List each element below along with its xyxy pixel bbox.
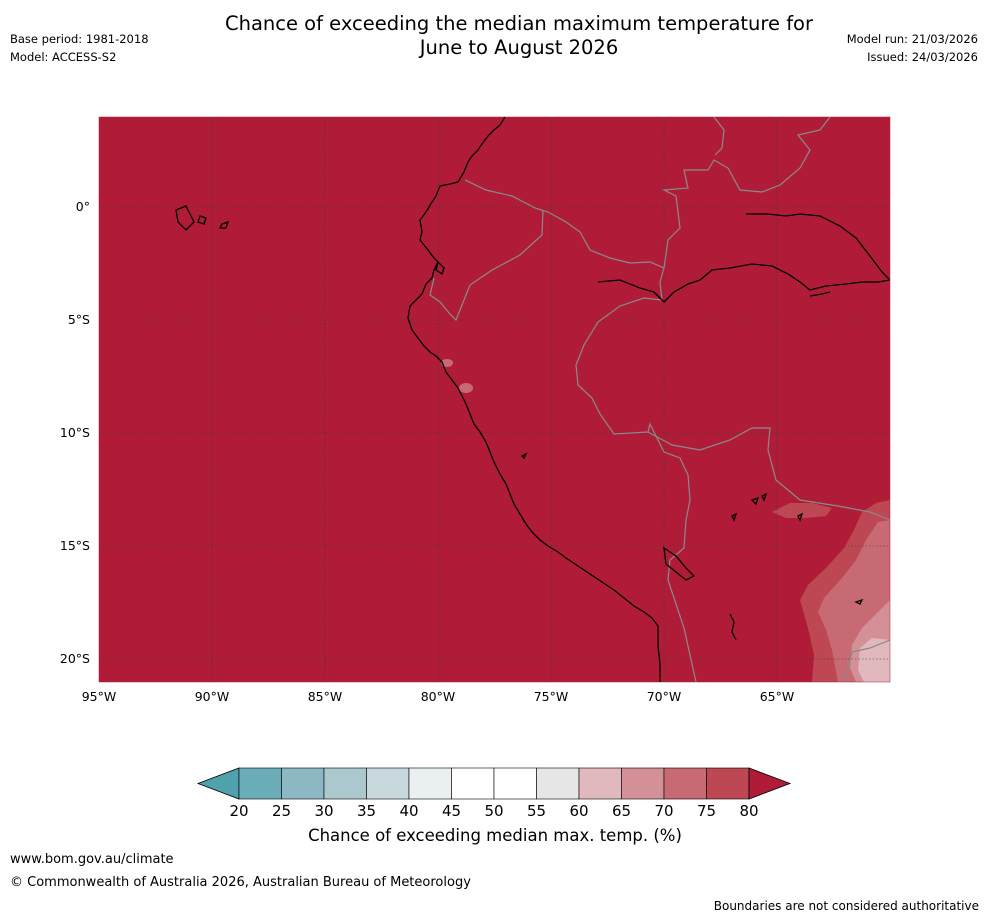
lat-label-0: 0° xyxy=(76,199,90,214)
model-name: Model: ACCESS-S2 xyxy=(10,50,117,64)
colorbar-tick-label: 55 xyxy=(527,802,546,820)
lon-label-70w: 70°W xyxy=(647,689,682,704)
colorbar-over-arrow xyxy=(748,767,792,800)
footer-url[interactable]: www.bom.gov.au/climate xyxy=(10,852,174,867)
colorbar-title: Chance of exceeding median max. temp. (%… xyxy=(308,826,682,845)
map-background xyxy=(99,117,890,682)
chart-title: Chance of exceeding the median maximum t… xyxy=(144,12,894,60)
colorbar-tick-label: 80 xyxy=(739,802,758,820)
colorbar-tick-label: 35 xyxy=(357,802,376,820)
colorbar-tick-label: 20 xyxy=(229,802,248,820)
colorbar-swatch xyxy=(408,767,452,800)
colorbar-tick-label: 25 xyxy=(272,802,291,820)
colorbar-tick-label: 65 xyxy=(612,802,631,820)
graticule xyxy=(99,117,890,682)
lon-label-80w: 80°W xyxy=(421,689,456,704)
lon-label-75w: 75°W xyxy=(534,689,569,704)
colorbar-swatch xyxy=(536,767,580,800)
footer-note: Boundaries are not considered authoritat… xyxy=(713,899,979,913)
lat-label-20s: 20°S xyxy=(60,651,90,666)
map-contents xyxy=(99,117,890,682)
colorbar-swatch xyxy=(663,767,707,800)
colorbar-tick-label: 40 xyxy=(399,802,418,820)
colorbar-tick-label: 30 xyxy=(314,802,333,820)
colorbar-tick-label: 50 xyxy=(484,802,503,820)
chart-title-line2: June to August 2026 xyxy=(419,36,619,59)
colorbar-swatch xyxy=(451,767,495,800)
contour-patch-peru1 xyxy=(441,359,453,367)
meta-right: Model run: 21/03/2026 Issued: 24/03/2026 xyxy=(847,30,978,66)
colorbar: 20 25 30 35 40 45 50 55 60 65 70 75 80 xyxy=(196,767,792,820)
meta-left: Base period: 1981-2018 Model: ACCESS-S2 xyxy=(10,30,149,66)
colorbar-swatch xyxy=(238,767,282,800)
colorbar-tick-label: 75 xyxy=(697,802,716,820)
lat-label-10s: 10°S xyxy=(60,425,90,440)
base-period: Base period: 1981-2018 xyxy=(10,32,149,46)
map-frame xyxy=(98,116,891,683)
issued-date: Issued: 24/03/2026 xyxy=(867,50,978,64)
colorbar-swatch xyxy=(366,767,410,800)
lon-label-90w: 90°W xyxy=(195,689,230,704)
coastline xyxy=(175,117,890,682)
colorbar-tick-label: 60 xyxy=(569,802,588,820)
lon-label-85w: 85°W xyxy=(308,689,343,704)
contour-patch-peru2 xyxy=(459,383,473,393)
footer-copyright: © Commonwealth of Australia 2026, Austra… xyxy=(10,875,471,890)
model-run: Model run: 21/03/2026 xyxy=(846,32,978,46)
colorbar-swatch xyxy=(578,767,622,800)
colorbar-swatch xyxy=(281,767,325,800)
colorbar-swatch xyxy=(323,767,367,800)
lat-label-15s: 15°S xyxy=(60,538,90,553)
colorbar-tick-label: 45 xyxy=(442,802,461,820)
colorbar-under-arrow xyxy=(196,767,240,800)
chart-title-line1: Chance of exceeding the median maximum t… xyxy=(224,12,814,35)
colorbar-swatch xyxy=(493,767,537,800)
lon-label-65w: 65°W xyxy=(760,689,795,704)
contour-75-bolivia xyxy=(772,503,832,518)
colorbar-swatch xyxy=(706,767,750,800)
national-boundaries xyxy=(429,117,890,682)
lon-label-95w: 95°W xyxy=(82,689,117,704)
colorbar-tick-label: 70 xyxy=(654,802,673,820)
lat-label-5s: 5°S xyxy=(68,312,90,327)
colorbar-swatch xyxy=(621,767,665,800)
